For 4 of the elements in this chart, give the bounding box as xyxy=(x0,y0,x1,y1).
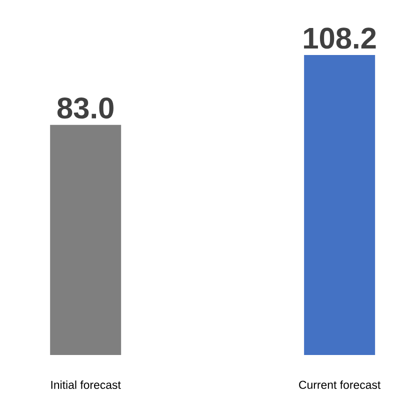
data-label: 83.0 xyxy=(57,97,114,119)
x-tick-label: Initial forecast xyxy=(51,380,121,389)
x-tick-label: Current forecast xyxy=(299,380,381,389)
data-label: 108.2 xyxy=(304,28,376,49)
